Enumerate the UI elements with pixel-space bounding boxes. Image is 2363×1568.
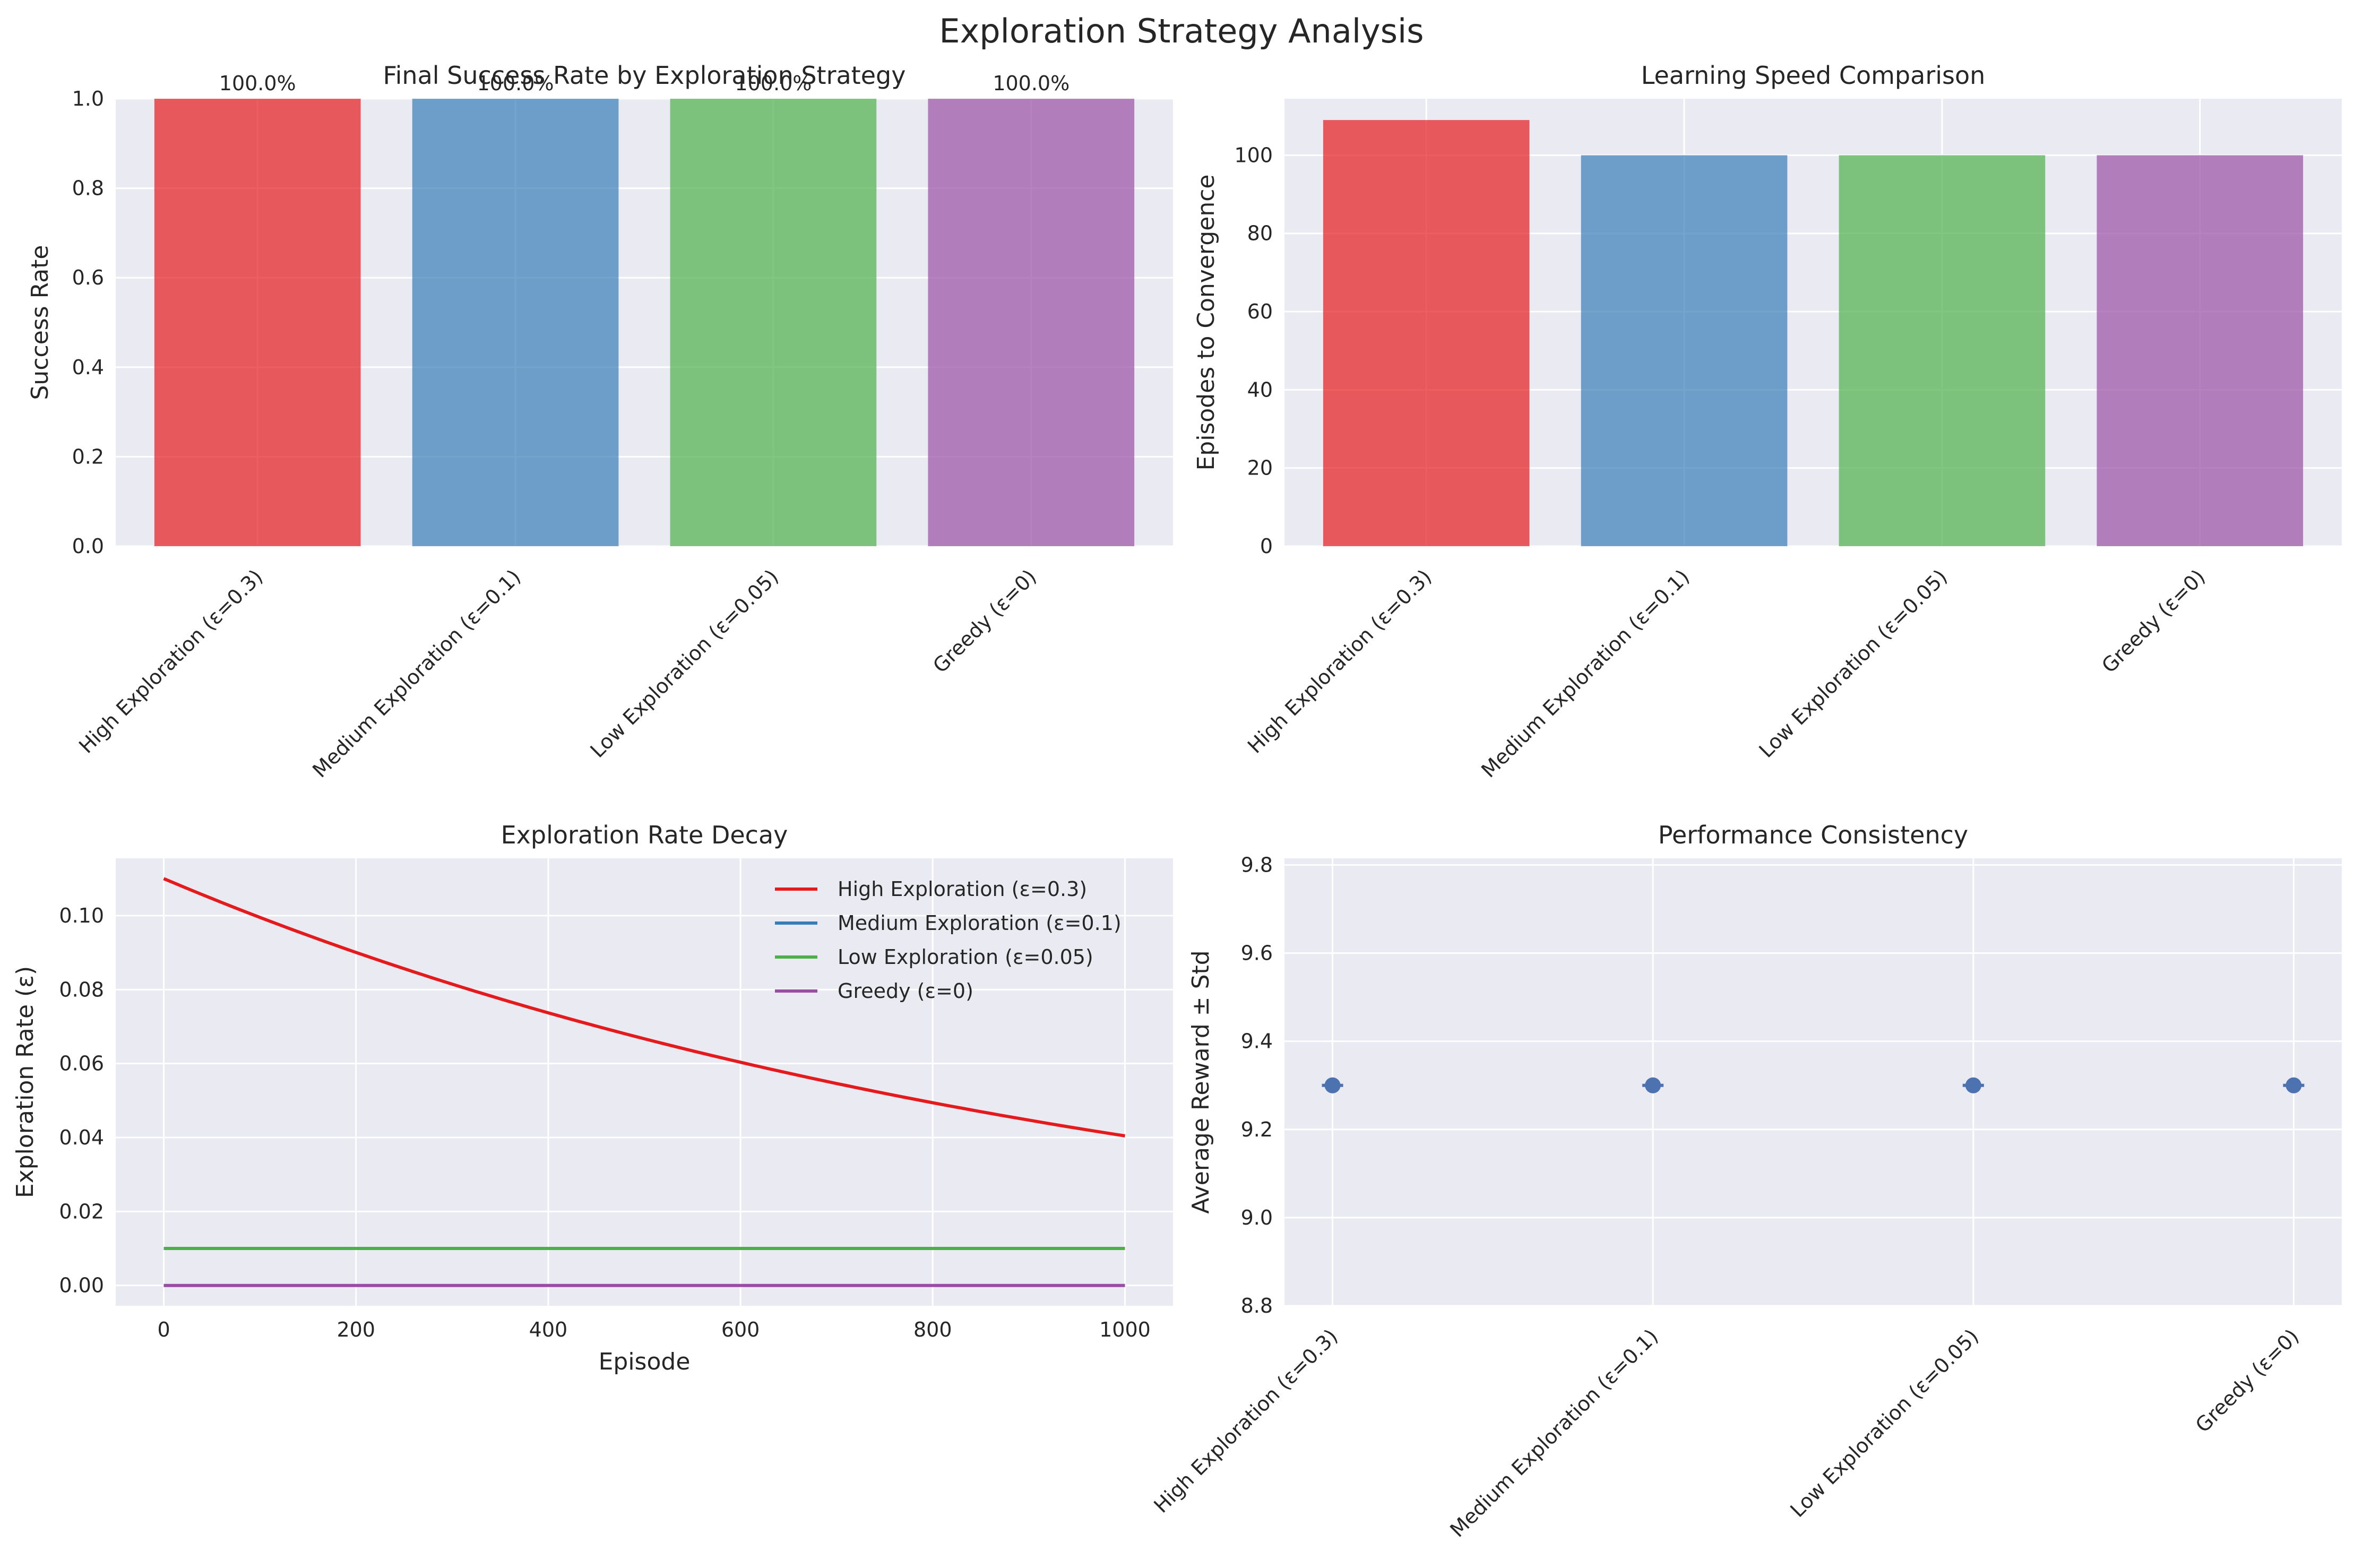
panel-performance-consistency: Performance Consistency 8.8 9.0 9.2 9.4 9.6 9.…	[1149, 821, 2342, 1541]
x-tick-label: 400	[529, 1318, 568, 1341]
y-axis-label: Episodes to Convergence	[1193, 175, 1220, 471]
x-tick-label: Low Exploration (ε=0.05)	[1786, 1324, 1983, 1522]
x-tick-label: Medium Exploration (ε=0.1)	[308, 565, 525, 782]
legend-entry: Medium Exploration (ε=0.1)	[838, 911, 1122, 935]
x-tick-label: 600	[721, 1318, 760, 1341]
y-tick-label: 9.6	[1241, 942, 1273, 965]
y-axis-label: Exploration Rate (ε)	[12, 966, 39, 1198]
bar	[1581, 155, 1788, 546]
bar-value-label: 100.0%	[735, 72, 812, 95]
x-tick-label: 0	[157, 1318, 170, 1341]
data-point	[1645, 1077, 1661, 1093]
y-tick-label: 1.0	[72, 87, 104, 110]
x-tick-label: Low Exploration (ε=0.05)	[586, 565, 783, 762]
bar	[412, 99, 619, 546]
bar	[2097, 155, 2304, 546]
legend-entry: Greedy (ε=0)	[838, 979, 973, 1003]
y-tick-label: 0.08	[59, 978, 104, 1001]
bar-value-label: 100.0%	[993, 72, 1070, 95]
panel-exploration-decay: Exploration Rate Decay 0 200 400 600 800 1000 0…	[12, 821, 1173, 1375]
y-tick-label: 0.6	[72, 266, 104, 289]
data-point	[1324, 1077, 1341, 1093]
plot-area	[116, 858, 1173, 1306]
x-tick-label: 1000	[1099, 1318, 1151, 1341]
x-tick-label: Medium Exploration (ε=0.1)	[1445, 1324, 1662, 1541]
y-tick-label: 0.2	[72, 445, 104, 468]
x-tick-label: High Exploration (ε=0.3)	[74, 565, 268, 758]
y-tick-label: 0.02	[59, 1200, 104, 1223]
legend-entry: High Exploration (ε=0.3)	[838, 877, 1087, 901]
bar	[928, 99, 1135, 546]
bar	[1839, 155, 2046, 546]
y-tick-label: 20	[1247, 456, 1273, 480]
y-tick-label: 0.0	[72, 535, 104, 558]
figure-title: Exploration Strategy Analysis	[939, 12, 1424, 50]
x-tick-label: Greedy (ε=0)	[2097, 565, 2210, 677]
panel-learning-speed: Learning Speed Comparison 0 20 40 60 80 100 Epi…	[1193, 61, 2342, 782]
y-tick-label: 40	[1247, 378, 1273, 401]
x-tick-label: Medium Exploration (ε=0.1)	[1477, 565, 1694, 782]
y-tick-label: 0.4	[72, 356, 104, 379]
y-axis-label: Success Rate	[27, 245, 54, 400]
panel-title: Learning Speed Comparison	[1641, 61, 1986, 90]
y-tick-label: 8.8	[1241, 1294, 1273, 1317]
x-tick-label: High Exploration (ε=0.3)	[1243, 565, 1436, 758]
panel-title: Exploration Rate Decay	[501, 821, 788, 849]
y-tick-label: 0.8	[72, 177, 104, 200]
x-tick-label: Greedy (ε=0)	[2191, 1324, 2304, 1437]
y-tick-label: 9.2	[1241, 1118, 1273, 1141]
y-tick-label: 0.06	[59, 1052, 104, 1075]
x-tick-label: High Exploration (ε=0.3)	[1149, 1324, 1342, 1518]
y-tick-label: 0	[1260, 535, 1273, 558]
legend-entry: Low Exploration (ε=0.05)	[838, 945, 1093, 969]
bar	[1323, 120, 1530, 547]
bar-value-label: 100.0%	[219, 72, 296, 95]
data-point	[1965, 1077, 1981, 1093]
x-tick-label: Low Exploration (ε=0.05)	[1755, 565, 1952, 762]
y-tick-label: 60	[1247, 300, 1273, 323]
bar-value-label: 100.0%	[477, 72, 554, 95]
x-tick-label: 200	[337, 1318, 375, 1341]
x-tick-label: 800	[913, 1318, 952, 1341]
panel-success-rate: Final Success Rate by Exploration Strate…	[27, 61, 1173, 782]
bar	[154, 99, 361, 546]
panel-title: Performance Consistency	[1658, 821, 1968, 849]
x-axis-label: Episode	[599, 1348, 691, 1375]
data-point	[2286, 1077, 2302, 1093]
plot-area	[1284, 858, 2342, 1306]
y-tick-label: 9.0	[1241, 1206, 1273, 1229]
bar	[670, 99, 877, 546]
x-tick-label: Greedy (ε=0)	[928, 565, 1041, 677]
y-tick-label: 80	[1247, 222, 1273, 245]
y-tick-label: 9.8	[1241, 853, 1273, 876]
y-tick-label: 100	[1234, 143, 1273, 167]
y-tick-label: 0.04	[59, 1126, 104, 1149]
series-line	[163, 877, 1125, 1138]
y-axis-label: Average Reward ± Std	[1187, 950, 1214, 1213]
y-tick-label: 0.00	[59, 1274, 104, 1297]
panel-title: Final Success Rate by Exploration Strate…	[383, 61, 906, 90]
y-tick-label: 0.10	[59, 904, 104, 927]
y-tick-label: 9.4	[1241, 1030, 1273, 1053]
